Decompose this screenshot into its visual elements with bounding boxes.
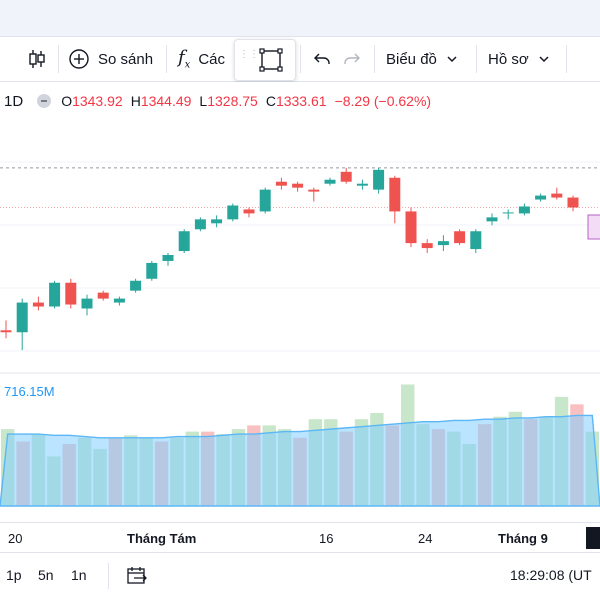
candle-body	[405, 211, 417, 244]
indicators-label: Các	[198, 50, 225, 68]
candle-body	[49, 282, 61, 307]
compare-label: So sánh	[98, 50, 154, 68]
change-value: −8.29 (−0.62%)	[334, 93, 432, 109]
profile-menu[interactable]: Hồ sơ	[488, 37, 551, 81]
calendar-arrow-icon	[127, 567, 147, 584]
undo-button[interactable]	[312, 37, 332, 81]
candle-body	[146, 262, 158, 279]
candle-series	[0, 167, 579, 351]
time-tick: 16	[319, 531, 334, 546]
separator	[566, 45, 567, 73]
candle-body	[389, 177, 401, 212]
function-icon: fx	[178, 47, 191, 71]
crosshair-time-marker	[586, 527, 600, 549]
candle-body	[243, 209, 255, 214]
candle-body	[373, 169, 385, 190]
separator	[374, 45, 375, 73]
candle-body	[535, 195, 547, 200]
candle-body	[97, 292, 109, 299]
candle-body	[162, 255, 174, 261]
candle-body	[178, 231, 190, 252]
separator	[166, 45, 167, 73]
candle-body	[16, 302, 28, 333]
candle-body	[324, 179, 336, 184]
low-value: 1328.75	[207, 93, 258, 109]
candle-body	[113, 298, 125, 303]
chart-type-menu[interactable]: Biểu đồ	[386, 37, 459, 81]
time-axis[interactable]: 20 Tháng Tám 16 24 Tháng 9	[0, 522, 600, 552]
separator	[58, 45, 59, 73]
candle-body	[356, 183, 368, 186]
chevron-down-icon	[447, 56, 457, 63]
time-tick: Tháng 9	[498, 531, 548, 546]
open-key: O	[61, 93, 73, 109]
candle-body	[275, 181, 287, 186]
volume-value: 716.15M	[4, 384, 55, 399]
candle-body	[470, 231, 482, 250]
candle-body	[259, 189, 271, 212]
clock-time[interactable]: 18:29:08 (UT	[510, 567, 592, 583]
candle-body	[308, 189, 320, 192]
candle-body	[65, 282, 77, 305]
time-tick: 24	[418, 531, 433, 546]
time-tick: 20	[8, 531, 23, 546]
redo-icon	[344, 53, 360, 64]
plus-circle-icon	[69, 49, 89, 69]
rectangle-tool-icon	[259, 48, 283, 72]
candle-body	[486, 217, 498, 222]
time-tick: Tháng Tám	[127, 531, 197, 546]
separator	[476, 45, 477, 73]
ohlc-legend: 1D O 1343.92 H 1344.49 L 1328.75 C 1333.61 −…	[0, 90, 439, 112]
compare-button[interactable]: So sánh	[68, 37, 153, 81]
undo-icon	[314, 53, 330, 64]
candle-body	[551, 193, 563, 198]
candle-body	[340, 171, 352, 182]
chart-toolbar: So sánh fx Các ⋮⋮ Biểu đồ	[0, 36, 600, 82]
candle-body	[292, 183, 304, 188]
range-1p-button[interactable]: 1p	[6, 567, 22, 583]
drag-handle-icon[interactable]: ⋮⋮	[239, 49, 259, 60]
redo-button[interactable]	[342, 37, 362, 81]
indicators-button[interactable]: fx Các	[178, 37, 225, 81]
candle-body	[421, 243, 433, 249]
candle-body	[227, 205, 239, 220]
candle-body	[32, 302, 44, 307]
drawn-rectangle[interactable]	[587, 214, 600, 240]
top-gap	[0, 0, 600, 36]
candle-body	[211, 219, 223, 224]
close-value: 1333.61	[275, 93, 327, 109]
candle-body	[437, 241, 449, 246]
separator	[108, 563, 109, 589]
candle-body	[194, 219, 206, 230]
candle-body	[502, 212, 514, 214]
range-5n-button[interactable]: 5n	[38, 567, 54, 583]
separator	[300, 45, 301, 73]
candle-body	[130, 280, 142, 291]
profile-label: Hồ sơ	[488, 50, 529, 68]
chart-type-label: Biểu đồ	[386, 50, 437, 68]
interval-label[interactable]: 1D	[4, 92, 24, 110]
close-key: C	[265, 93, 276, 109]
volume-ma-area	[0, 414, 600, 507]
candle-body	[567, 197, 579, 208]
chart-pane[interactable]	[0, 82, 600, 522]
high-key: H	[130, 93, 141, 109]
minus-circle-icon[interactable]	[37, 94, 52, 108]
candle-body	[0, 330, 12, 333]
range-1n-button[interactable]: 1n	[71, 567, 87, 583]
drawing-tool-popup[interactable]: ⋮⋮	[234, 39, 296, 81]
candle-body	[454, 231, 466, 244]
candle-body	[518, 206, 530, 214]
high-value: 1344.49	[140, 93, 192, 109]
bottom-toolbar: 1p 5n 1n 18:29:08 (UT	[0, 552, 600, 600]
chevron-down-icon	[539, 56, 549, 63]
open-value: 1343.92	[72, 93, 123, 109]
date-range-button[interactable]	[126, 565, 148, 592]
price-chart[interactable]	[0, 82, 600, 522]
candles-icon[interactable]	[26, 37, 48, 81]
candle-body	[81, 298, 93, 309]
low-key: L	[199, 93, 208, 109]
